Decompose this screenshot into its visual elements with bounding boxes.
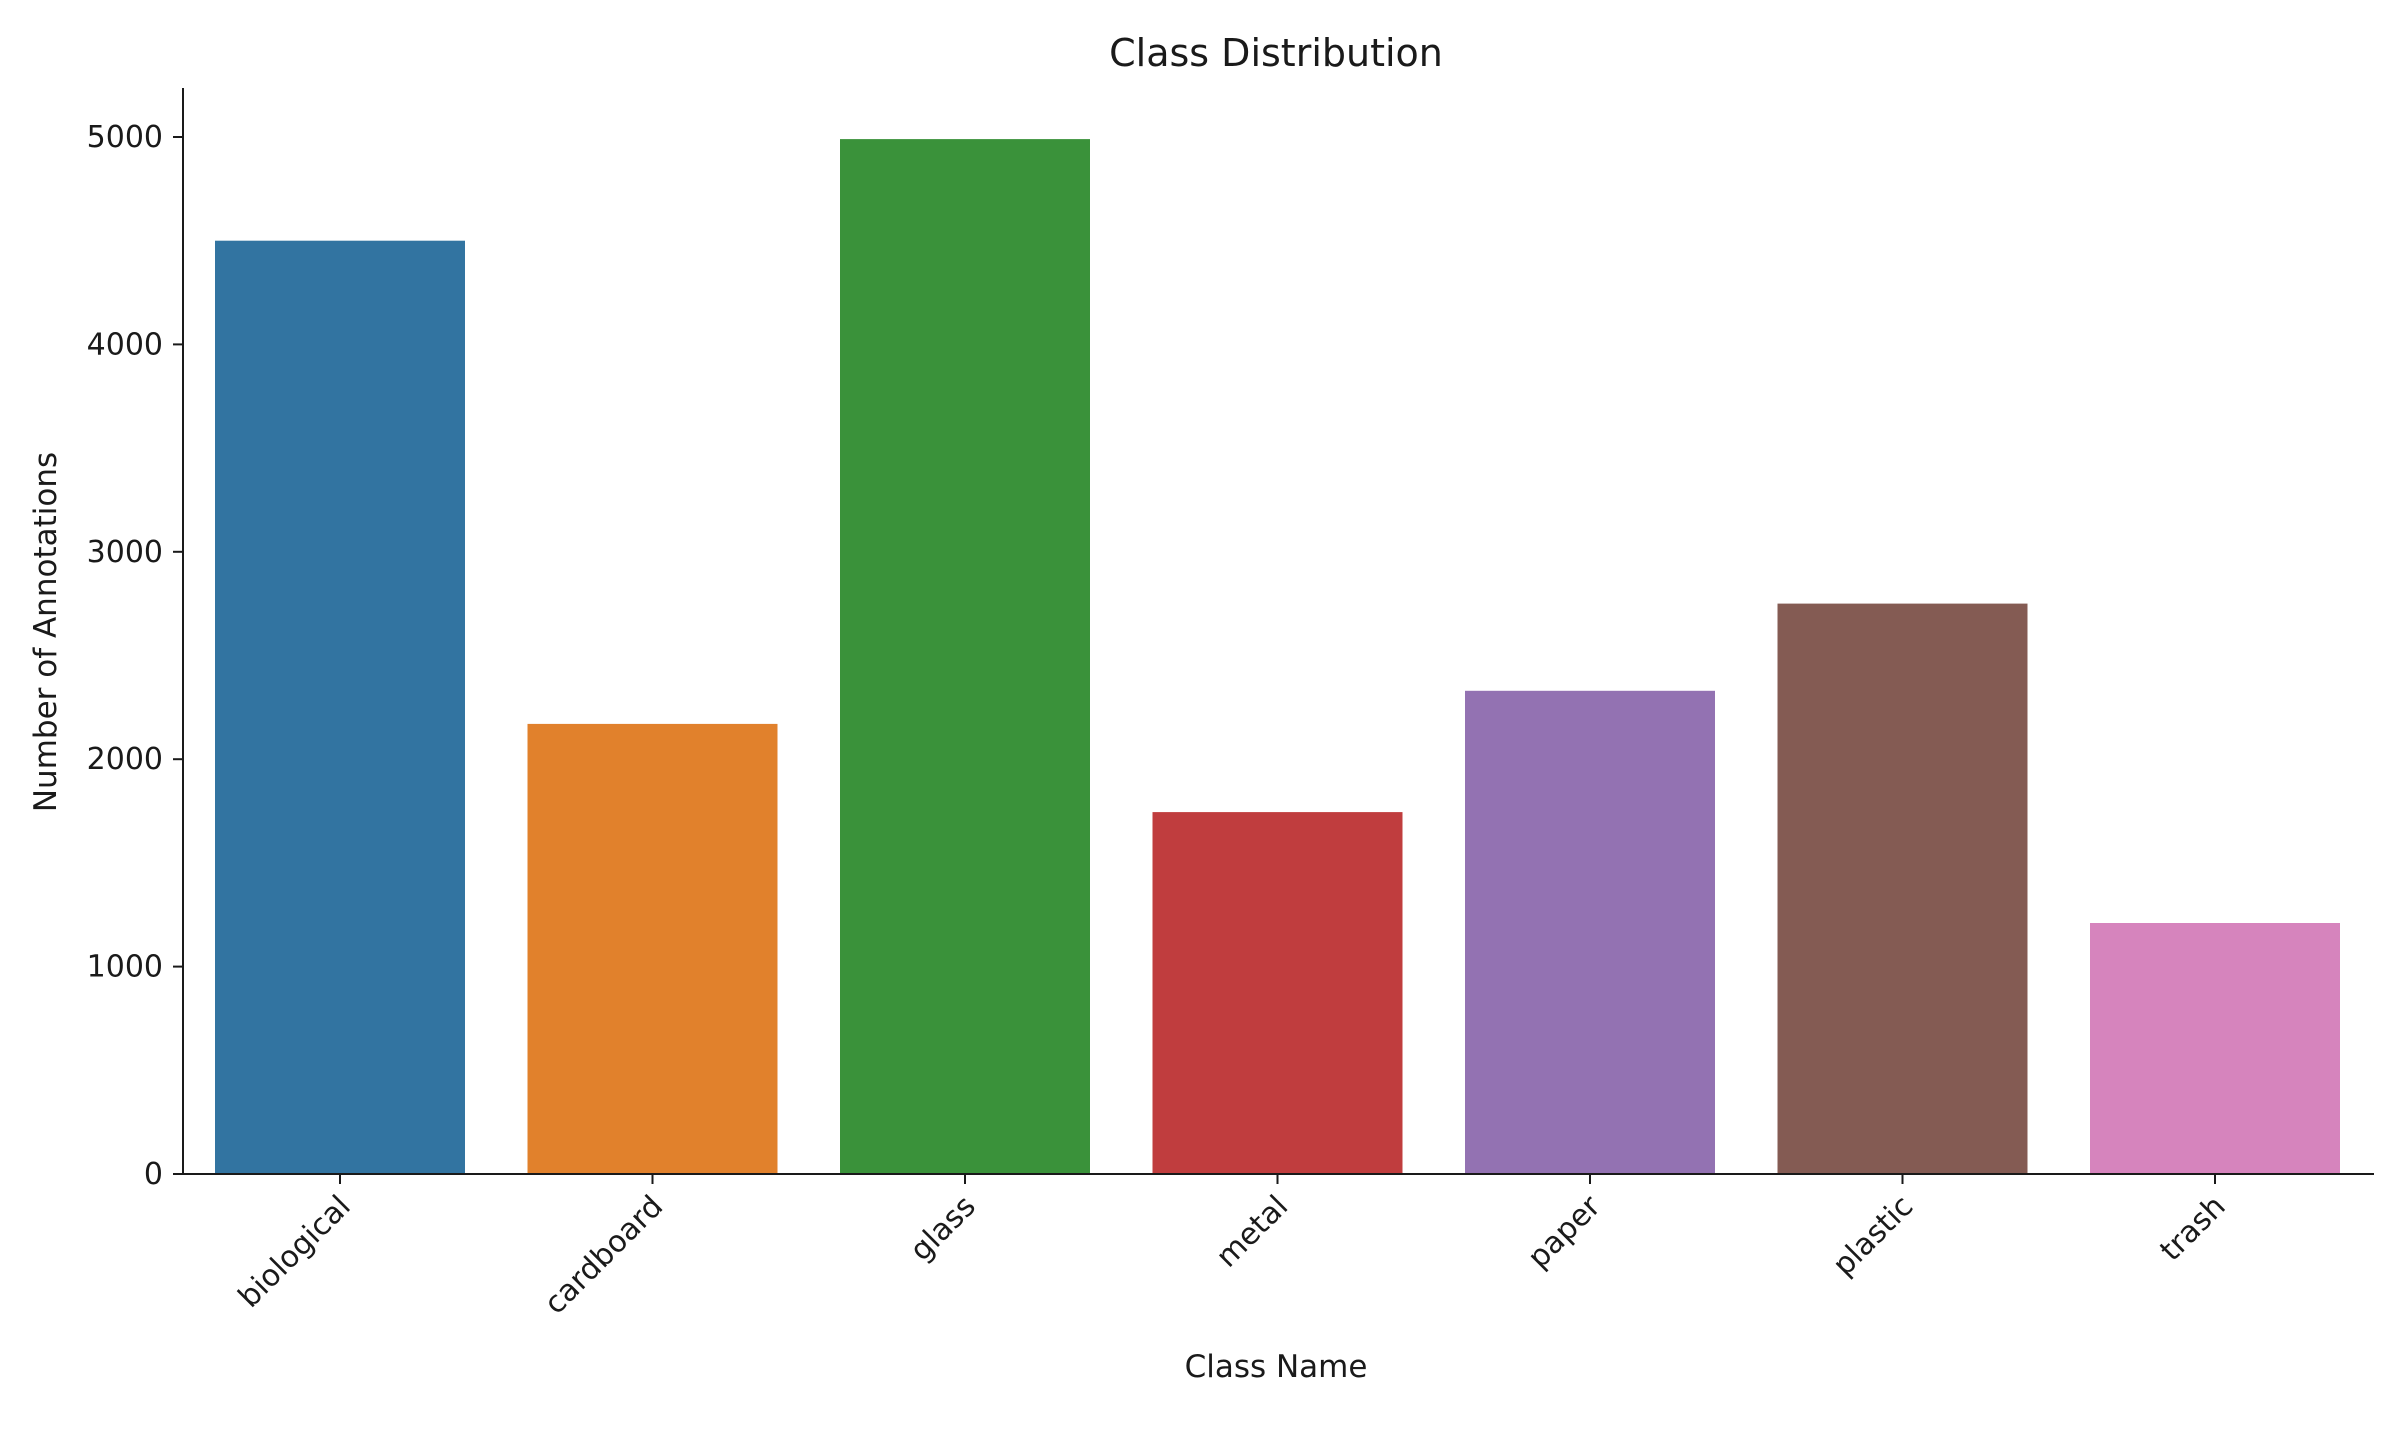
bar-plastic bbox=[1777, 603, 2028, 1174]
y-tick-label-4000: 4000 bbox=[87, 327, 163, 362]
y-tick-label-0: 0 bbox=[144, 1157, 163, 1192]
x-axis-ticks: biological cardboard glass metal paper plasti… bbox=[232, 1174, 2233, 1321]
bar-cardboard bbox=[527, 723, 778, 1174]
bar-trash bbox=[2090, 923, 2340, 1174]
x-axis-label: Class Name bbox=[1185, 1349, 1368, 1385]
y-tick-label-1000: 1000 bbox=[87, 950, 163, 985]
y-tick-label-5000: 5000 bbox=[87, 120, 163, 155]
bar-glass bbox=[840, 139, 1090, 1175]
x-tick-label-biological: biological bbox=[232, 1189, 358, 1315]
x-tick-label-metal: metal bbox=[1209, 1189, 1295, 1275]
x-tick-label-paper: paper bbox=[1521, 1188, 1608, 1275]
bars-layer bbox=[215, 139, 2340, 1175]
bar-paper bbox=[1465, 690, 1715, 1174]
y-tick-label-3000: 3000 bbox=[87, 535, 163, 570]
chart-title: Class Distribution bbox=[1109, 31, 1443, 75]
x-tick-label-cardboard: cardboard bbox=[538, 1189, 670, 1321]
bar-biological bbox=[215, 240, 465, 1174]
x-tick-label-plastic: plastic bbox=[1826, 1189, 1920, 1283]
x-tick-label-trash: trash bbox=[2153, 1189, 2232, 1268]
y-axis-ticks: 0 1000 2000 3000 4000 5000 bbox=[87, 120, 183, 1192]
y-tick-label-2000: 2000 bbox=[87, 742, 163, 777]
x-tick-label-glass: glass bbox=[903, 1189, 982, 1268]
y-axis-label: Number of Annotations bbox=[28, 452, 64, 812]
bar-metal bbox=[1152, 812, 1403, 1174]
